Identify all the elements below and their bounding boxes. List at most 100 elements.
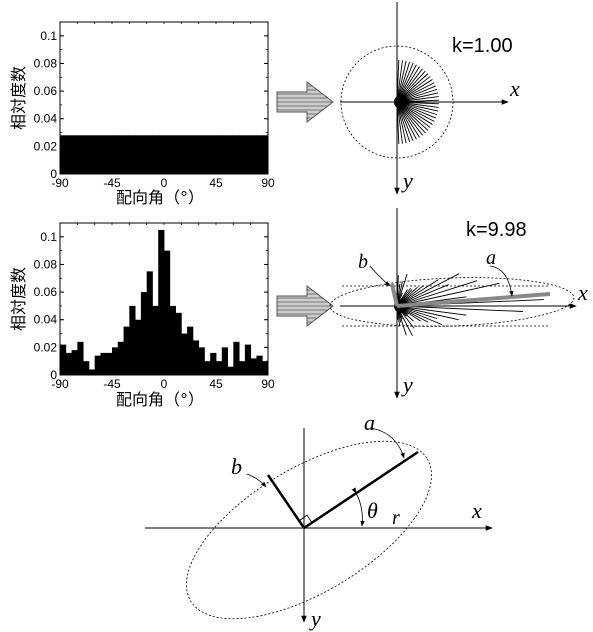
label-b: b — [231, 454, 242, 479]
y-tick-label: 0.02 — [34, 139, 58, 153]
histogram-bar — [198, 135, 205, 174]
histogram-bar — [77, 341, 84, 375]
y-tick-label: 0.04 — [34, 313, 58, 327]
x-axis-label: 配向角（°） — [116, 390, 204, 409]
histogram-bar — [216, 361, 223, 375]
label-r: r — [392, 507, 400, 529]
x-tick-label: 45 — [209, 377, 223, 391]
histogram-bar — [239, 361, 246, 375]
histogram-bar — [233, 135, 240, 174]
histogram-bar — [94, 355, 101, 375]
histogram-bar — [204, 135, 211, 174]
histogram-bar — [239, 135, 246, 174]
label-a: a — [364, 410, 375, 435]
ellipse-schematic: a b θ r x y — [145, 410, 493, 631]
histogram-bar — [164, 250, 171, 375]
x-axis-label: x — [577, 280, 588, 305]
histogram-bar — [221, 347, 228, 375]
histogram-bar — [83, 361, 90, 375]
label-b: b — [358, 251, 368, 273]
histogram-bar — [262, 361, 269, 375]
histogram-bar — [175, 312, 182, 375]
orientation-ray — [396, 60, 407, 103]
x-tick-label: 90 — [261, 377, 275, 391]
polar-plot-anisotropic: a b x y k=9.98 — [329, 208, 588, 399]
histogram-bar — [123, 326, 130, 375]
histogram-bar — [210, 352, 217, 375]
histogram-peaked: -90 -45 0 45 90 0 0.02 0.04 0.06 0.08 0.1 相対度数 配向角… — [9, 222, 275, 409]
histogram-bar — [152, 305, 159, 375]
histogram-bar — [60, 135, 67, 174]
histogram-bar — [71, 135, 78, 174]
histogram-bar — [100, 352, 107, 375]
k-value-label: k=9.98 — [466, 219, 527, 241]
label-theta: θ — [367, 498, 378, 523]
histogram-bar — [112, 135, 119, 174]
histogram-bar — [187, 135, 194, 174]
x-tick-label: 0 — [161, 176, 168, 190]
y-axis-label: y — [401, 168, 413, 193]
histogram-bar — [140, 292, 148, 375]
hollow-arrow-middle — [276, 284, 334, 328]
histogram-bar — [158, 229, 165, 375]
x-tick-label: 0 — [161, 377, 168, 391]
y-axis-label: 相対度数 — [9, 267, 28, 331]
histogram-bar — [256, 135, 263, 174]
y-tick-label: 0.08 — [34, 56, 58, 70]
histogram-bar — [146, 271, 153, 375]
x-tick-label: -90 — [51, 377, 69, 391]
orientation-ray — [396, 282, 500, 307]
histogram-bar — [129, 305, 136, 375]
orientation-ray — [396, 101, 407, 144]
histogram-bar — [181, 333, 188, 375]
histogram-peaked-bars — [60, 229, 269, 375]
pointer-a — [489, 265, 514, 297]
histogram-bar — [227, 366, 234, 375]
histogram-bar — [106, 352, 113, 375]
pointer-b — [246, 473, 267, 488]
y-tick-label: 0.1 — [40, 230, 57, 244]
histogram-bar — [65, 135, 72, 174]
histogram-bar — [117, 341, 124, 375]
polar-plot-uniform: x y k=1.00 — [340, 2, 520, 195]
x-axis-label: x — [509, 76, 520, 101]
histogram-bar — [256, 355, 263, 375]
histogram-bar — [88, 135, 96, 174]
histogram-bar — [83, 135, 90, 174]
y-tick-label: 0.06 — [34, 285, 58, 299]
histogram-uniform-ticks: -90 -45 0 45 90 0 0.02 0.04 0.06 0.08 0.1 — [34, 21, 275, 190]
histogram-bar — [221, 135, 228, 174]
histogram-bar — [71, 350, 78, 375]
histogram-bar — [158, 135, 165, 174]
histogram-bar — [250, 135, 257, 174]
histogram-uniform-bars — [60, 135, 269, 174]
histogram-bar — [65, 352, 72, 375]
y-axis-label: y — [401, 372, 413, 397]
histogram-bar — [135, 319, 142, 375]
orientation-ray — [396, 273, 460, 307]
y-tick-label: 0.06 — [34, 84, 58, 98]
x-tick-label: -90 — [51, 176, 69, 190]
histogram-bar — [164, 135, 171, 174]
histogram-bar — [250, 358, 257, 375]
x-tick-label: -45 — [103, 176, 121, 190]
hollow-arrow-top — [276, 80, 334, 124]
histogram-bar — [244, 135, 252, 174]
y-tick-label: 0.1 — [40, 29, 57, 43]
x-tick-label: -45 — [103, 377, 121, 391]
histogram-bar — [216, 135, 223, 174]
orientation-ray — [396, 101, 403, 144]
y-tick-label: 0.02 — [34, 340, 58, 354]
k-value-label: k=1.00 — [452, 35, 513, 57]
histogram-bar — [123, 135, 130, 174]
histogram-bar — [77, 135, 84, 174]
histogram-bar — [146, 135, 153, 174]
histogram-bar — [117, 135, 124, 174]
major-axis-a — [303, 450, 419, 530]
histogram-bar — [60, 344, 67, 375]
x-axis-label: 配向角（°） — [116, 188, 204, 207]
orientation-ray — [396, 305, 523, 312]
y-axis-label: y — [309, 606, 321, 631]
histogram-bar — [192, 135, 200, 174]
